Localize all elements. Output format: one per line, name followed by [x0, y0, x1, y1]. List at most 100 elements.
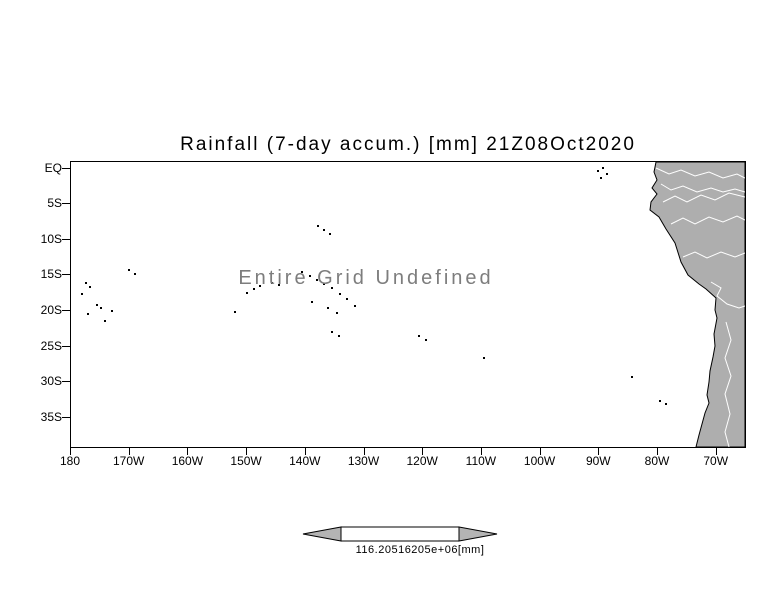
undefined-grid-message: Entire Grid Undefined: [238, 267, 494, 289]
river-lines: [655, 167, 745, 447]
y-tick-label: EQ: [44, 160, 62, 175]
x-tick-label: 150W: [230, 454, 262, 468]
island-dot: [425, 339, 427, 341]
river-line: [655, 167, 745, 179]
island-dot: [665, 403, 667, 405]
y-tick-label: 20S: [40, 302, 62, 317]
x-tick-mark: [70, 448, 71, 455]
y-tick-label: 30S: [40, 374, 62, 389]
island-dot: [339, 293, 341, 295]
island-dot: [346, 298, 348, 300]
island-dot: [128, 269, 130, 271]
plot-title: Rainfall (7-day accum.) [mm] 21Z08Oct202…: [180, 134, 636, 155]
island-dot: [483, 357, 485, 359]
island-dot: [329, 233, 331, 235]
river-line: [682, 251, 745, 259]
island-dot: [597, 170, 599, 172]
island-dot: [96, 304, 98, 306]
y-tick-mark: [62, 238, 70, 240]
y-tick-label: 25S: [40, 338, 62, 353]
x-tick-mark: [246, 448, 248, 455]
island-dot: [311, 301, 313, 303]
island-dot: [89, 286, 91, 288]
river-line: [670, 215, 745, 225]
x-tick-mark: [480, 448, 482, 455]
colorbar-bar: [340, 526, 460, 542]
x-tick-label: 80W: [644, 454, 670, 468]
x-tick-label: 120W: [406, 454, 438, 468]
island-dot: [323, 283, 325, 285]
south-america-landmass: [649, 162, 745, 447]
x-tick-mark: [187, 448, 189, 455]
island-dot: [309, 275, 311, 277]
island-dot: [134, 273, 136, 275]
island-dot: [317, 225, 319, 227]
island-dot: [253, 288, 255, 290]
x-tick-mark: [657, 448, 658, 455]
island-dot: [331, 287, 333, 289]
x-tick-label: 170W: [113, 454, 145, 468]
y-tick-label: 35S: [40, 409, 62, 424]
island-dot: [354, 305, 356, 307]
colorbar-right-arrow: [458, 526, 498, 542]
island-dot: [327, 307, 329, 309]
x-tick-label: 90W: [585, 454, 611, 468]
island-dot: [87, 313, 89, 315]
island-dot: [659, 400, 661, 402]
river-line: [710, 281, 745, 309]
x-tick-mark: [598, 448, 600, 455]
island-dot: [234, 311, 236, 313]
river-line: [662, 192, 745, 203]
island-dot: [418, 335, 420, 337]
river-line: [660, 183, 745, 193]
island-dot: [336, 312, 338, 314]
y-tick-mark: [62, 203, 70, 205]
island-dot: [316, 279, 318, 281]
island-dot: [301, 271, 303, 273]
island-dot: [246, 292, 248, 294]
x-tick-mark: [363, 448, 365, 455]
island-dot: [85, 282, 87, 284]
colorbar: [302, 526, 498, 542]
island-dot: [104, 320, 106, 322]
y-tick-mark: [62, 167, 70, 169]
y-tick-mark: [62, 309, 70, 311]
island-dot: [259, 285, 261, 287]
x-tick-label: 110W: [465, 454, 497, 468]
island-dot: [338, 335, 340, 337]
map-canvas: [81, 162, 745, 447]
island-dot: [323, 229, 325, 231]
y-tick-label: 10S: [40, 231, 62, 246]
x-tick-mark: [539, 448, 541, 455]
colorbar-left-arrow: [302, 526, 342, 542]
island-dot: [631, 376, 633, 378]
plot-area: Entire Grid Undefined: [70, 161, 746, 448]
y-tick-label: 15S: [40, 267, 62, 282]
y-tick-mark: [62, 274, 70, 276]
island-dot: [600, 177, 602, 179]
x-tick-mark: [422, 448, 424, 455]
x-tick-mark: [715, 448, 717, 455]
island-dot: [271, 282, 273, 284]
x-tick-label: 140W: [289, 454, 321, 468]
y-tick-label: 5S: [47, 196, 62, 211]
y-tick-mark: [62, 381, 70, 383]
colorbar-label: 116.20516205e+06[mm]: [355, 544, 485, 556]
island-dot: [331, 331, 333, 333]
x-tick-label: 100W: [523, 454, 556, 468]
x-tick-label: 70W: [703, 454, 729, 468]
island-dot: [602, 167, 604, 169]
y-tick-mark: [62, 416, 70, 418]
x-tick-mark: [304, 448, 306, 455]
island-dots: [81, 167, 667, 405]
river-line: [724, 321, 732, 447]
island-dot: [606, 173, 608, 175]
x-tick-label: 180: [59, 454, 81, 468]
island-dot: [100, 307, 102, 309]
island-dot: [111, 310, 113, 312]
x-tick-label: 160W: [171, 454, 204, 468]
x-tick-mark: [128, 448, 130, 455]
x-tick-label: 130W: [347, 454, 380, 468]
island-dot: [81, 293, 83, 295]
